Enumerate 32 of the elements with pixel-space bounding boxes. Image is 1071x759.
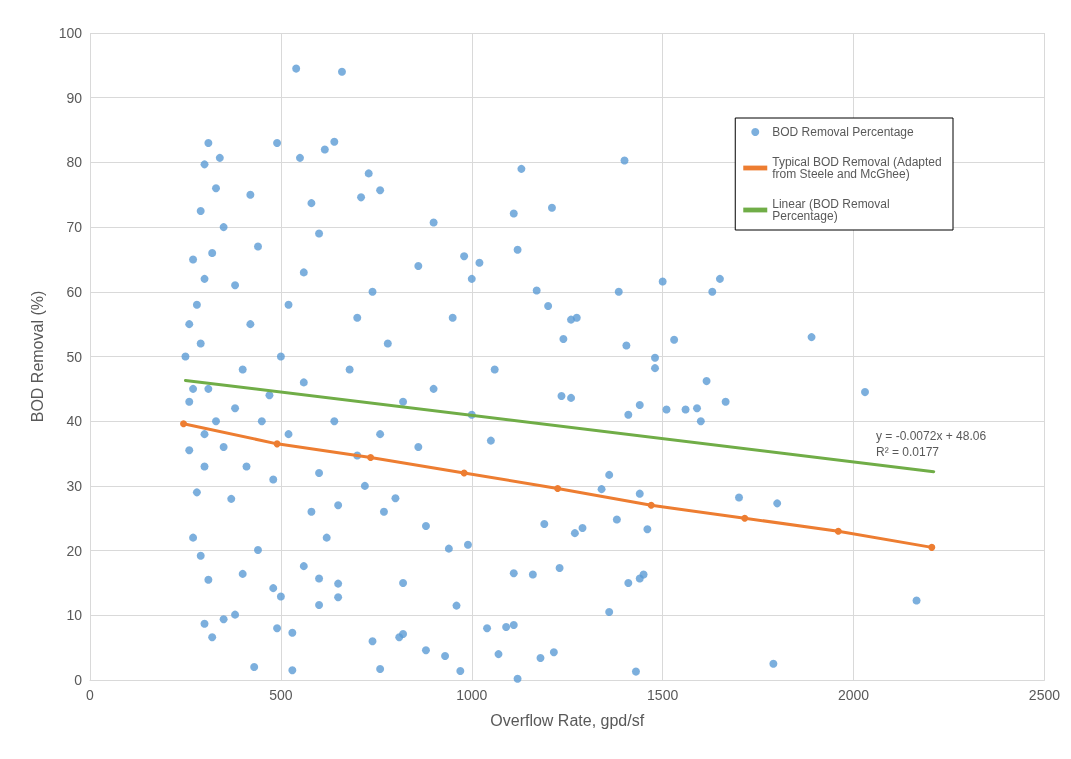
legend-label: Typical BOD Removal (Adapted from Steele and McGhee) xyxy=(772,155,946,181)
x-tick-label: 500 xyxy=(269,687,293,703)
point xyxy=(647,501,655,509)
y-tick-label: 70 xyxy=(66,219,83,236)
y-tick-label: 90 xyxy=(66,89,83,106)
point xyxy=(834,527,842,535)
y-tick-label: 100 xyxy=(58,25,83,41)
point xyxy=(273,440,281,448)
point xyxy=(180,420,188,428)
annotation: R² = 0.0177 xyxy=(876,445,940,459)
point xyxy=(741,514,749,522)
annotation: y = -0.0072x + 48.06 xyxy=(876,429,987,443)
legend-label: Linear (BOD Removal Percentage) xyxy=(772,197,893,223)
y-tick-label: 40 xyxy=(66,413,83,430)
y-axis-title: BOD Removal (%) xyxy=(28,290,46,423)
y-tick-label: 60 xyxy=(66,283,83,300)
x-tick-label: 1000 xyxy=(456,687,488,703)
point xyxy=(554,484,562,492)
x-tick-label: 2500 xyxy=(1028,687,1061,703)
y-tick-label: 80 xyxy=(66,154,83,171)
legend-label: BOD Removal Percentage xyxy=(772,125,914,139)
y-tick-label: 20 xyxy=(66,542,83,559)
x-tick-label: 0 xyxy=(86,687,95,703)
point xyxy=(928,543,936,551)
point xyxy=(367,453,375,461)
y-tick-label: 30 xyxy=(66,477,83,494)
y-tick-label: 50 xyxy=(66,348,83,365)
x-tick-label: 2000 xyxy=(837,687,870,703)
y-tick-label: 0 xyxy=(74,672,83,688)
x-axis-title: Overflow Rate, gpd/sf xyxy=(490,711,645,729)
y-tick-label: 10 xyxy=(66,607,83,624)
x-tick-label: 1500 xyxy=(647,687,679,703)
